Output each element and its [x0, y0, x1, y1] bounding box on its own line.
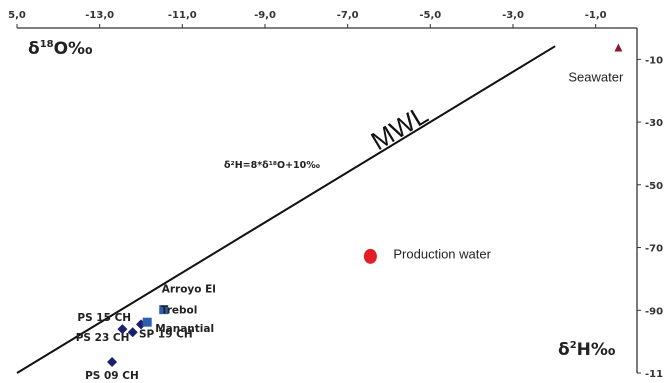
square-marker [142, 317, 152, 327]
x-tick-label: -13,0 [85, 10, 114, 21]
y-tick-label: -90 [645, 306, 663, 317]
data-point-labels: PS 15 CH PS 23 CH SP 19 CH PS 09 CH Manantia… [76, 69, 624, 382]
y-tick-label: -10 [645, 55, 663, 66]
square-marker [159, 305, 169, 315]
point-label: PS 23 CH [76, 332, 130, 344]
point-label: Trebol [161, 305, 198, 317]
mwl-equation: δ²H=8*δ¹⁸O+10‰ [224, 160, 320, 171]
triangle-marker [614, 43, 623, 52]
circle-marker [363, 248, 377, 264]
y-axis-ticks: -10 -30 -50 -70 -90 -11 [637, 55, 663, 380]
y-tick-label: -30 [645, 118, 663, 129]
x-axis-ticks: 5,0 -13,0 -11,0 -9,0 -7,0 -5,0 -3,0 -1,0 [8, 10, 607, 28]
x-tick-label: 5,0 [8, 10, 26, 21]
x-axis-title: δ18O‰ [28, 39, 93, 59]
point-label: Production water [393, 246, 491, 261]
mwl-label: MWL [366, 99, 433, 156]
y-tick-label: -50 [645, 181, 663, 192]
point-label: SP 19 CH [139, 328, 193, 340]
y-tick-label: -70 [645, 244, 663, 255]
point-label: Manantial [155, 323, 214, 335]
point-label: Arroyo El [162, 284, 216, 296]
x-tick-label: -7,0 [337, 10, 359, 21]
plot-frame [17, 27, 638, 373]
point-label: PS 15 CH [77, 312, 131, 324]
x-tick-label: -9,0 [254, 10, 276, 21]
point-label: PS 09 CH [85, 370, 139, 382]
data-points [107, 43, 623, 368]
x-tick-label: -3,0 [502, 10, 524, 21]
x-tick-label: -1,0 [585, 10, 607, 21]
mwl-line [16, 45, 556, 374]
diamond-marker [107, 357, 118, 368]
y-axis-title: δ2H‰ [558, 340, 616, 360]
diamond-marker [127, 327, 138, 338]
point-label: Seawater [568, 69, 624, 84]
y-tick-label: -11 [645, 369, 663, 380]
x-tick-label: -11,0 [168, 10, 197, 21]
x-tick-label: -5,0 [419, 10, 441, 21]
diamond-marker [117, 324, 128, 335]
